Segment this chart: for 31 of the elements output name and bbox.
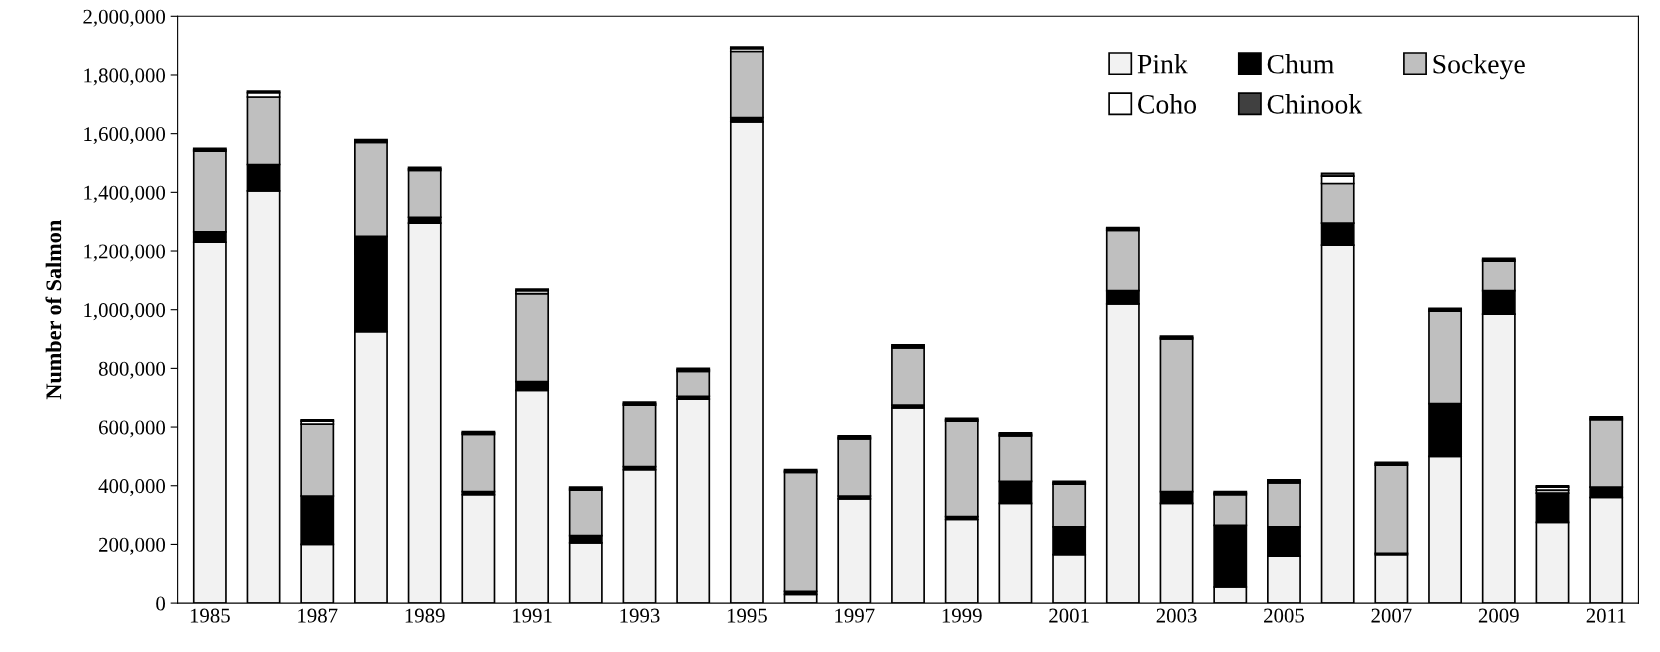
y-tick-label: 2,000,000 <box>83 9 166 27</box>
legend-label: Pink <box>1137 54 1188 74</box>
y-tick-label: 0 <box>156 596 166 611</box>
y-tick-label: 1,000,000 <box>84 303 166 321</box>
y-tick-label: 200,000 <box>99 537 166 555</box>
x-tick-label: 1987 <box>298 608 338 623</box>
y-tick-label: 1,400,000 <box>84 185 166 203</box>
x-tick-label: 1991 <box>513 608 552 623</box>
x-tick-label: 1997 <box>835 608 875 623</box>
y-tick-label: 1,200,000 <box>84 244 166 262</box>
x-tick-label: 2003 <box>1156 608 1197 623</box>
x-tick-label: 1985 <box>190 608 230 623</box>
legend-label: Chinook <box>1267 94 1363 114</box>
x-tick-label: 1995 <box>727 608 767 623</box>
y-tick-label: 1,600,000 <box>84 127 166 145</box>
y-axis-title: Number of Salmon <box>45 220 62 400</box>
x-tick-label: 2009 <box>1478 608 1519 623</box>
y-tick-label: 1,800,000 <box>84 68 166 86</box>
x-tick-label: 1993 <box>620 608 660 623</box>
x-tick-label: 2001 <box>1049 608 1089 623</box>
x-tick-label: 2011 <box>1586 608 1626 623</box>
y-tick-label: 400,000 <box>98 479 166 497</box>
legend-label: Chum <box>1267 54 1335 74</box>
legend-label: Coho <box>1138 94 1197 114</box>
x-tick-label: 1999 <box>942 608 982 623</box>
legend-label: Sockeye <box>1433 54 1525 80</box>
x-tick-label: 2005 <box>1264 608 1304 623</box>
y-tick-label: 600,000 <box>99 420 166 438</box>
x-tick-label: 2007 <box>1371 608 1412 623</box>
x-tick-label: 1989 <box>405 608 445 623</box>
y-tick-label: 800,000 <box>98 361 166 379</box>
